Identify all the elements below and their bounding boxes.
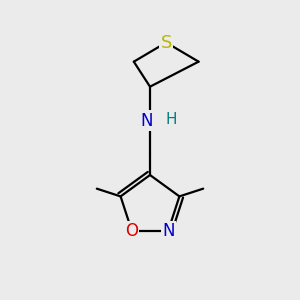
Text: O: O xyxy=(125,222,138,240)
Text: N: N xyxy=(162,222,174,240)
Text: N: N xyxy=(141,112,153,130)
Text: S: S xyxy=(160,34,172,52)
Text: H: H xyxy=(165,112,177,128)
